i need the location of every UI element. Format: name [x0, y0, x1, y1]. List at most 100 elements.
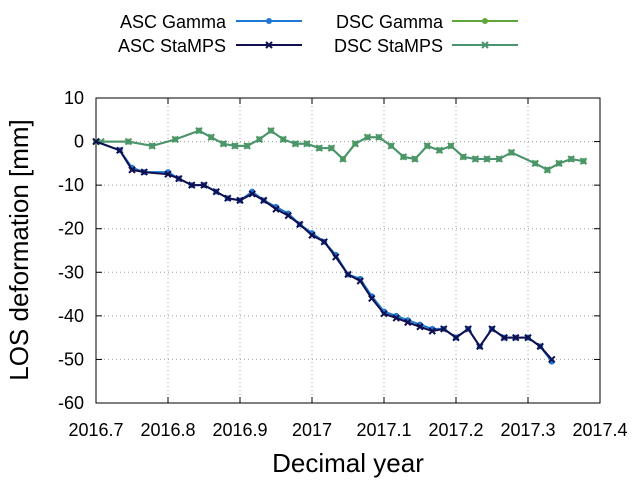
data-point-asc-stamps — [164, 170, 172, 178]
data-point-dsc-stamps — [255, 135, 264, 144]
data-point-dsc-stamps — [423, 142, 431, 150]
data-point-dsc-stamps — [435, 146, 444, 154]
data-point-asc-stamps — [344, 270, 352, 279]
data-point-asc-stamps — [464, 325, 472, 333]
data-point-asc-stamps — [248, 190, 256, 198]
data-point-asc-stamps — [536, 342, 544, 351]
data-point-asc-stamps — [392, 314, 400, 322]
grid — [96, 98, 600, 403]
x-tick-label: 2017.3 — [500, 420, 555, 440]
data-point-asc-stamps — [284, 211, 292, 220]
data-point-dsc-stamps — [207, 133, 215, 141]
data-point-dsc-stamps — [567, 155, 575, 163]
data-point-asc-stamps — [368, 294, 376, 303]
legend-label-asc-stamps: ASC StaMPS — [118, 36, 226, 56]
series-layer — [92, 126, 588, 365]
legend-swatch-dsc-stamps — [452, 41, 518, 49]
x-tick-label: 2017 — [292, 420, 332, 440]
data-point-dsc-stamps — [303, 140, 311, 148]
legend-swatch-asc-stamps — [236, 41, 302, 49]
legend-marker — [481, 41, 489, 49]
y-tick-label: -40 — [58, 306, 84, 326]
series-line-asc-stamps — [95, 140, 553, 361]
series-dsc-stamps — [97, 126, 588, 174]
data-point-asc-stamps — [380, 309, 388, 318]
data-point-dsc-stamps — [555, 159, 563, 168]
y-axis-label: LOS deformation [mm] — [4, 119, 34, 381]
data-point-dsc-stamps — [543, 166, 552, 174]
y-tick-label: -60 — [58, 393, 84, 413]
series-asc-stamps — [92, 137, 556, 364]
data-point-dsc-stamps — [411, 155, 419, 163]
data-point-dsc-stamps — [315, 144, 323, 152]
data-point-asc-stamps — [416, 323, 424, 331]
data-point-asc-stamps — [272, 205, 280, 213]
data-point-dsc-stamps — [291, 140, 300, 148]
data-point-dsc-stamps — [387, 142, 395, 150]
legend-marker — [265, 41, 273, 49]
data-point-dsc-stamps — [327, 144, 336, 152]
data-point-asc-stamps — [356, 277, 364, 285]
data-point-asc-stamps — [296, 220, 304, 229]
x-axis-label: Decimal year — [272, 448, 424, 478]
data-point-asc-stamps — [512, 333, 520, 342]
series-asc-gamma — [93, 138, 555, 365]
data-point-dsc-stamps — [495, 155, 503, 163]
x-tick-label: 2017.4 — [572, 420, 627, 440]
x-tick-label: 2016.7 — [68, 420, 123, 440]
y-tick-label: -20 — [58, 219, 84, 239]
data-point-asc-stamps — [175, 174, 183, 183]
axis-ticks: 10 0 -10 -20 -30 -40 -50 -60 2016.7 2016.8 2016.9 2… — [58, 88, 628, 440]
data-point-dsc-stamps — [279, 135, 287, 144]
data-point-asc-stamps — [200, 181, 208, 189]
data-point-asc-stamps — [524, 333, 532, 342]
data-point-asc-stamps — [404, 318, 412, 327]
data-point-dsc-stamps — [219, 140, 228, 148]
data-point-dsc-stamps — [351, 140, 359, 148]
data-point-dsc-stamps — [375, 133, 383, 141]
y-tick-label: -30 — [58, 262, 84, 282]
legend-label-dsc-stamps: DSC StaMPS — [334, 36, 443, 56]
legend-swatch-asc-gamma — [236, 18, 302, 24]
legend-swatch-dsc-gamma — [452, 18, 518, 24]
legend-marker — [482, 18, 488, 24]
y-tick-label: -10 — [58, 175, 84, 195]
data-point-asc-stamps — [140, 168, 148, 176]
data-point-asc-stamps — [212, 187, 220, 196]
data-point-asc-stamps — [308, 231, 316, 239]
data-point-dsc-stamps — [339, 155, 347, 163]
data-point-asc-stamps — [500, 333, 508, 342]
data-point-asc-stamps — [428, 327, 436, 335]
data-point-asc-stamps — [260, 196, 268, 205]
data-point-asc-stamps — [224, 194, 232, 202]
data-point-asc-stamps — [332, 253, 340, 261]
x-tick-label: 2017.2 — [428, 420, 483, 440]
y-tick-label: 10 — [64, 88, 84, 108]
legend-label-dsc-gamma: DSC Gamma — [336, 12, 444, 32]
data-point-dsc-stamps — [531, 159, 539, 168]
data-point-dsc-stamps — [267, 126, 275, 135]
data-point-asc-stamps — [476, 342, 484, 351]
legend: ASC Gamma ASC StaMPS DSC Gamma DSC StaMP… — [118, 12, 518, 56]
data-point-dsc-stamps — [363, 133, 372, 141]
data-point-asc-stamps — [188, 181, 196, 189]
legend-label-asc-gamma: ASC Gamma — [120, 12, 227, 32]
data-point-dsc-stamps — [579, 157, 588, 165]
data-point-dsc-stamps — [148, 142, 156, 150]
data-point-asc-stamps — [440, 325, 448, 333]
data-point-dsc-stamps — [447, 142, 455, 150]
data-point-dsc-stamps — [399, 153, 408, 161]
data-point-asc-stamps — [548, 355, 556, 364]
data-point-asc-stamps — [320, 238, 328, 246]
data-point-asc-stamps — [452, 333, 460, 342]
data-point-dsc-stamps — [243, 142, 251, 150]
y-tick-label: 0 — [74, 132, 84, 152]
plot-frame — [95, 97, 601, 404]
data-point-dsc-stamps — [459, 153, 467, 161]
data-point-dsc-stamps — [124, 137, 133, 146]
data-point-dsc-stamps — [195, 126, 203, 135]
data-point-dsc-stamps — [171, 135, 179, 144]
data-point-dsc-stamps — [507, 148, 516, 157]
data-point-dsc-stamps — [231, 142, 239, 150]
